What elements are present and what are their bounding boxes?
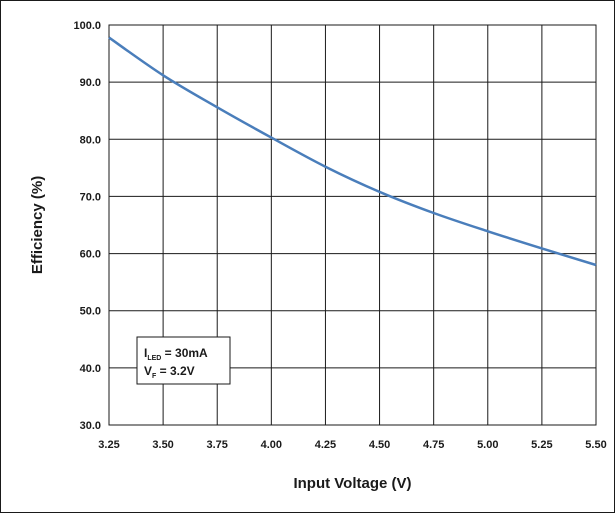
y-tick-label: 100.0 — [73, 20, 101, 32]
x-tick-label: 4.50 — [369, 439, 390, 451]
y-tick-label: 60.0 — [80, 249, 101, 261]
anno-v-sub: F — [152, 373, 157, 380]
y-tick-labels: 30.0 40.0 50.0 60.0 70.0 80.0 90.0 100.0 — [73, 20, 101, 432]
x-tick-label: 5.50 — [585, 439, 606, 451]
annotation-forward-voltage: VF = 3.2V — [144, 364, 195, 380]
series-group — [108, 36, 597, 267]
x-tick-label: 5.25 — [531, 439, 552, 451]
x-tick-label: 5.00 — [477, 439, 498, 451]
x-tick-label: 4.25 — [315, 439, 336, 451]
anno-v-main: V — [144, 364, 152, 378]
x-tick-label: 4.00 — [261, 439, 282, 451]
plot-area — [108, 24, 597, 426]
x-tick-label: 3.75 — [207, 439, 228, 451]
efficiency-series-line — [108, 36, 597, 267]
x-tick-label: 3.25 — [98, 439, 119, 451]
anno-v-rest: = 3.2V — [156, 364, 194, 378]
anno-i-sub: LED — [147, 355, 161, 362]
y-tick-label: 90.0 — [80, 77, 101, 89]
y-tick-label: 40.0 — [80, 363, 101, 375]
annotation-led-current: ILED = 30mA — [144, 346, 208, 362]
annotation-box: ILED = 30mA VF = 3.2V — [136, 336, 231, 385]
x-axis-title: Input Voltage (V) — [293, 475, 411, 492]
y-axis-title: Efficiency (%) — [29, 176, 46, 274]
y-tick-label: 80.0 — [80, 134, 101, 146]
y-tick-label: 30.0 — [80, 420, 101, 432]
anno-i-rest: = 30mA — [161, 346, 208, 360]
anno-i-main: I — [144, 346, 147, 360]
y-tick-label: 70.0 — [80, 191, 101, 203]
x-tick-labels: 3.25 3.50 3.75 4.00 4.25 4.50 4.75 5.00 5.25 5.50 — [98, 439, 606, 451]
x-tick-label: 4.75 — [423, 439, 444, 451]
x-tick-label: 3.50 — [152, 439, 173, 451]
y-tick-label: 50.0 — [80, 306, 101, 318]
